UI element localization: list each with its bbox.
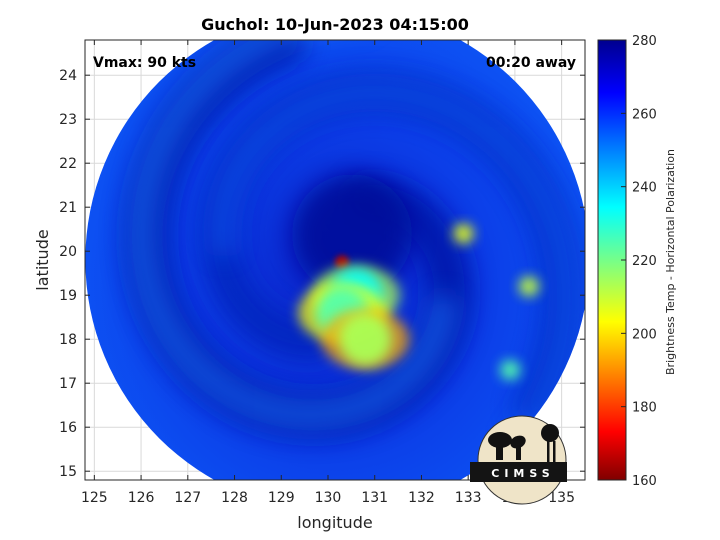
rainband-mark [500,360,521,380]
colorbar-tick-label: 280 [632,34,657,49]
colorbar-label: Brightness Temp - Horizontal Polarizatio… [664,149,677,375]
x-tick-label: 125 [81,490,108,506]
colorbar-ticks: 160 180 200 220 240 260 280 [621,34,657,489]
convection-layer [298,223,539,380]
x-tick-label: 131 [361,490,388,506]
cimss-logo: CIMSS [470,415,567,505]
time-offset-label: 00:20 away [486,55,576,71]
y-tick-label: 22 [59,156,77,172]
vmax-label: Vmax: 90 kts [93,55,196,71]
x-tick-label: 135 [548,490,575,506]
colorbar-tick-label: 240 [632,181,657,196]
y-tick-label: 24 [59,68,77,84]
x-axis-label: longitude [297,513,372,532]
eyewall-convection-mark [339,313,392,366]
plot-frame [84,39,586,481]
x-tick-label: 132 [408,490,435,506]
microwave-swath [85,40,585,480]
warm-eye-mark [335,255,350,270]
x-tick-label: 127 [174,490,201,506]
x-tick-label: 130 [315,490,342,506]
colorbar-tick-label: 200 [632,327,657,342]
rainbands-layer [124,40,584,453]
x-axis-ticks: 125126127128129130131132133134135 [81,40,575,506]
spiral-band [211,81,579,453]
y-tick-label: 20 [59,244,77,260]
rainband-mark [453,223,474,244]
colorbar-tick-label: 260 [632,107,657,122]
chart-title: Guchol: 10-Jun-2023 04:15:00 [201,15,469,34]
colorbar-tick-label: 180 [632,401,657,416]
x-tick-label: 128 [221,490,248,506]
logo-band [470,462,567,482]
x-tick-label: 129 [268,490,295,506]
y-tick-label: 18 [59,332,77,348]
y-tick-label: 23 [59,112,77,128]
logo-text: CIMSS [491,467,554,480]
colorbar-tick-label: 160 [632,474,657,489]
y-axis-label: latitude [33,229,52,290]
y-tick-label: 15 [59,464,77,480]
rainband-mark [518,276,539,297]
cold-cloud-top [292,174,413,295]
y-tick-label: 16 [59,420,77,436]
y-tick-label: 21 [59,200,77,216]
y-axis-ticks: 15 16 17 18 19 20 21 22 23 24 [59,68,585,480]
x-tick-label: 133 [455,490,482,506]
y-tick-label: 17 [59,376,77,392]
logo-silhouette-icon [488,424,559,463]
colorbar-tick-label: 220 [632,254,657,269]
y-tick-label: 19 [59,288,77,304]
spiral-band [129,40,457,429]
x-tick-label: 126 [128,490,155,506]
